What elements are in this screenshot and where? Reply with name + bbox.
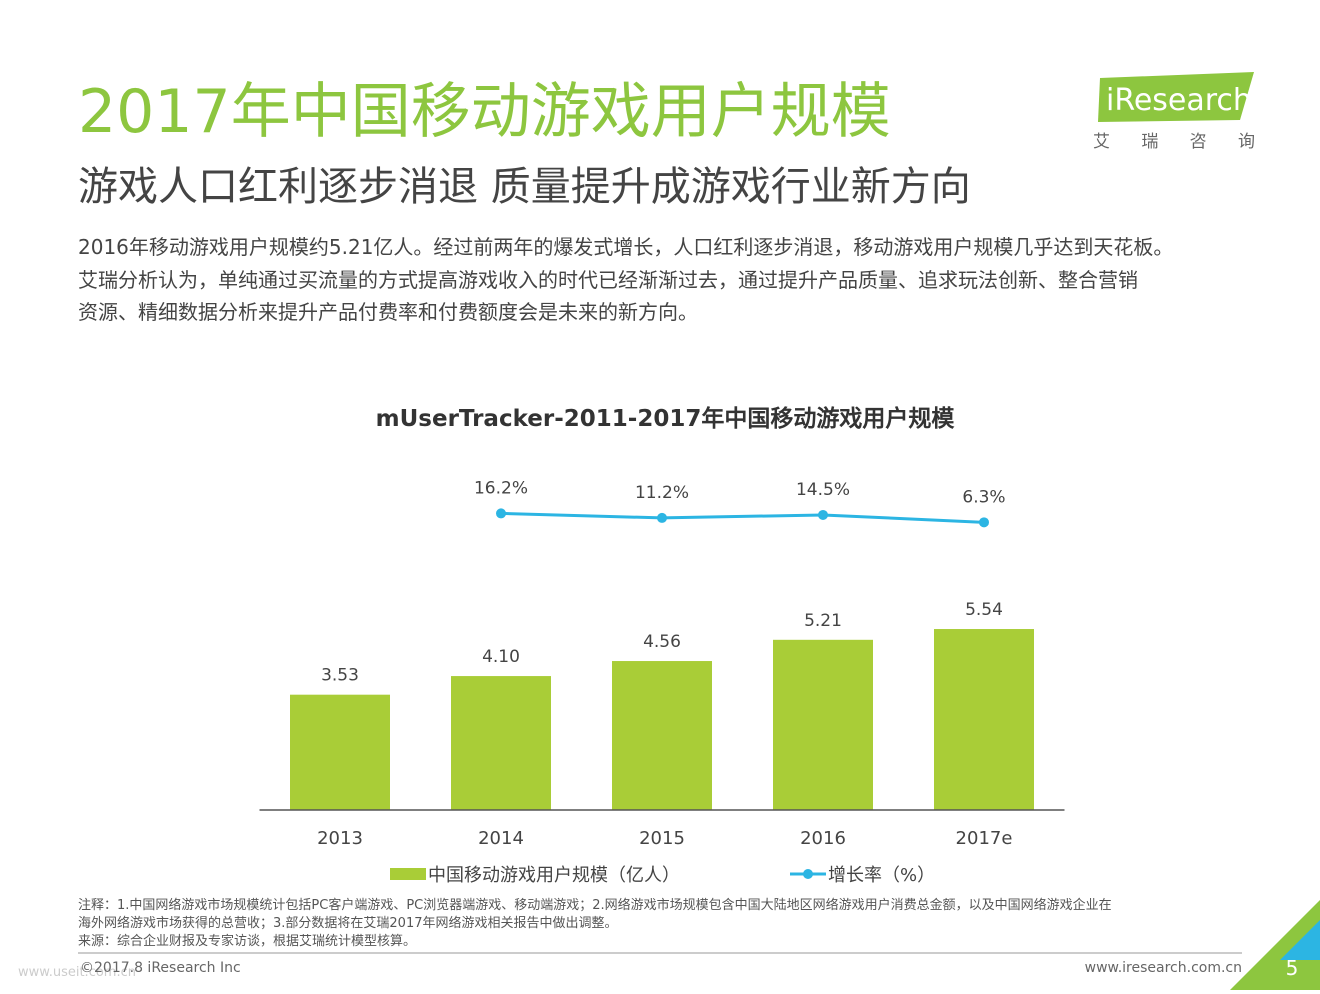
data-label: 6.3% — [962, 487, 1005, 507]
note-line: 海外网络游戏市场获得的总营收；3.部分数据将在艾瑞2017年网络游戏相关报告中做… — [78, 915, 618, 931]
data-label: 5.54 — [965, 600, 1003, 620]
corner-green — [1230, 900, 1320, 990]
line-point — [496, 508, 506, 519]
x-tick-label: 2016 — [800, 828, 846, 849]
bar — [773, 639, 873, 810]
chart-title: mUserTracker-2011-2017年中国移动游戏用户规模 — [376, 405, 956, 432]
line — [500, 511, 985, 524]
legend-swatch — [390, 868, 426, 880]
x-tick-label: 2015 — [639, 828, 685, 849]
data-label: 3.53 — [321, 666, 359, 686]
bar — [451, 676, 551, 810]
page-number: 5 — [1286, 956, 1299, 980]
data-label: 5.21 — [804, 611, 842, 631]
legend-label: 增长率（%） — [828, 865, 935, 886]
line-point — [657, 512, 667, 523]
bar — [934, 629, 1034, 810]
intro-line: 2016年移动游戏用户规模约5.21亿人。经过前两年的爆发式增长，人口红利逐步消… — [78, 235, 1173, 259]
legend-swatch — [803, 869, 813, 879]
logo-brand: iResearch — [1106, 83, 1252, 118]
watermark: www.useit.com.cn — [18, 965, 136, 980]
data-label: 11.2% — [635, 483, 689, 503]
bar — [612, 661, 712, 810]
data-label: 4.10 — [482, 647, 520, 667]
website: www.iresearch.com.cn — [1085, 960, 1242, 976]
data-label: 4.56 — [643, 632, 681, 652]
source-note: 来源：综合企业财报及专家访谈，根据艾瑞统计模型核算。 — [78, 933, 416, 949]
logo-badge — [1098, 72, 1254, 122]
corner-blue — [1280, 920, 1320, 960]
data-label: 14.5% — [796, 480, 850, 500]
bar — [290, 694, 390, 810]
x-tick-label: 2017e — [956, 828, 1013, 849]
data-label: 16.2% — [474, 478, 528, 498]
logo-tagline: 艾 瑞 咨 询 — [1093, 132, 1255, 152]
slide-title: 2017年中国移动游戏用户规模 — [78, 77, 891, 147]
line-point — [818, 509, 828, 520]
chart: 3.53 4.10 4.56 5.21 5.54 16.2% 11.2% 14.5% 6.3% 2… — [259, 478, 1065, 886]
x-tick-label: 2014 — [478, 828, 524, 849]
slide-subtitle: 游戏人口红利逐步消退 质量提升成游戏行业新方向 — [78, 164, 971, 210]
x-tick-label: 2013 — [317, 828, 363, 849]
note-line: 注释：1.中国网络游戏市场规模统计包括PC客户端游戏、PC浏览器端游戏、移动端游… — [78, 897, 1112, 913]
intro-line: 资源、精细数据分析来提升产品付费率和付费额度会是未来的新方向。 — [78, 300, 698, 324]
legend-label: 中国移动游戏用户规模（亿人） — [428, 865, 680, 886]
intro-line: 艾瑞分析认为，单纯通过买流量的方式提高游戏收入的时代已经渐渐过去，通过提升产品质… — [78, 268, 1138, 292]
copyright: ©2017.8 iResearch Inc — [80, 960, 241, 976]
line-point — [979, 517, 989, 528]
